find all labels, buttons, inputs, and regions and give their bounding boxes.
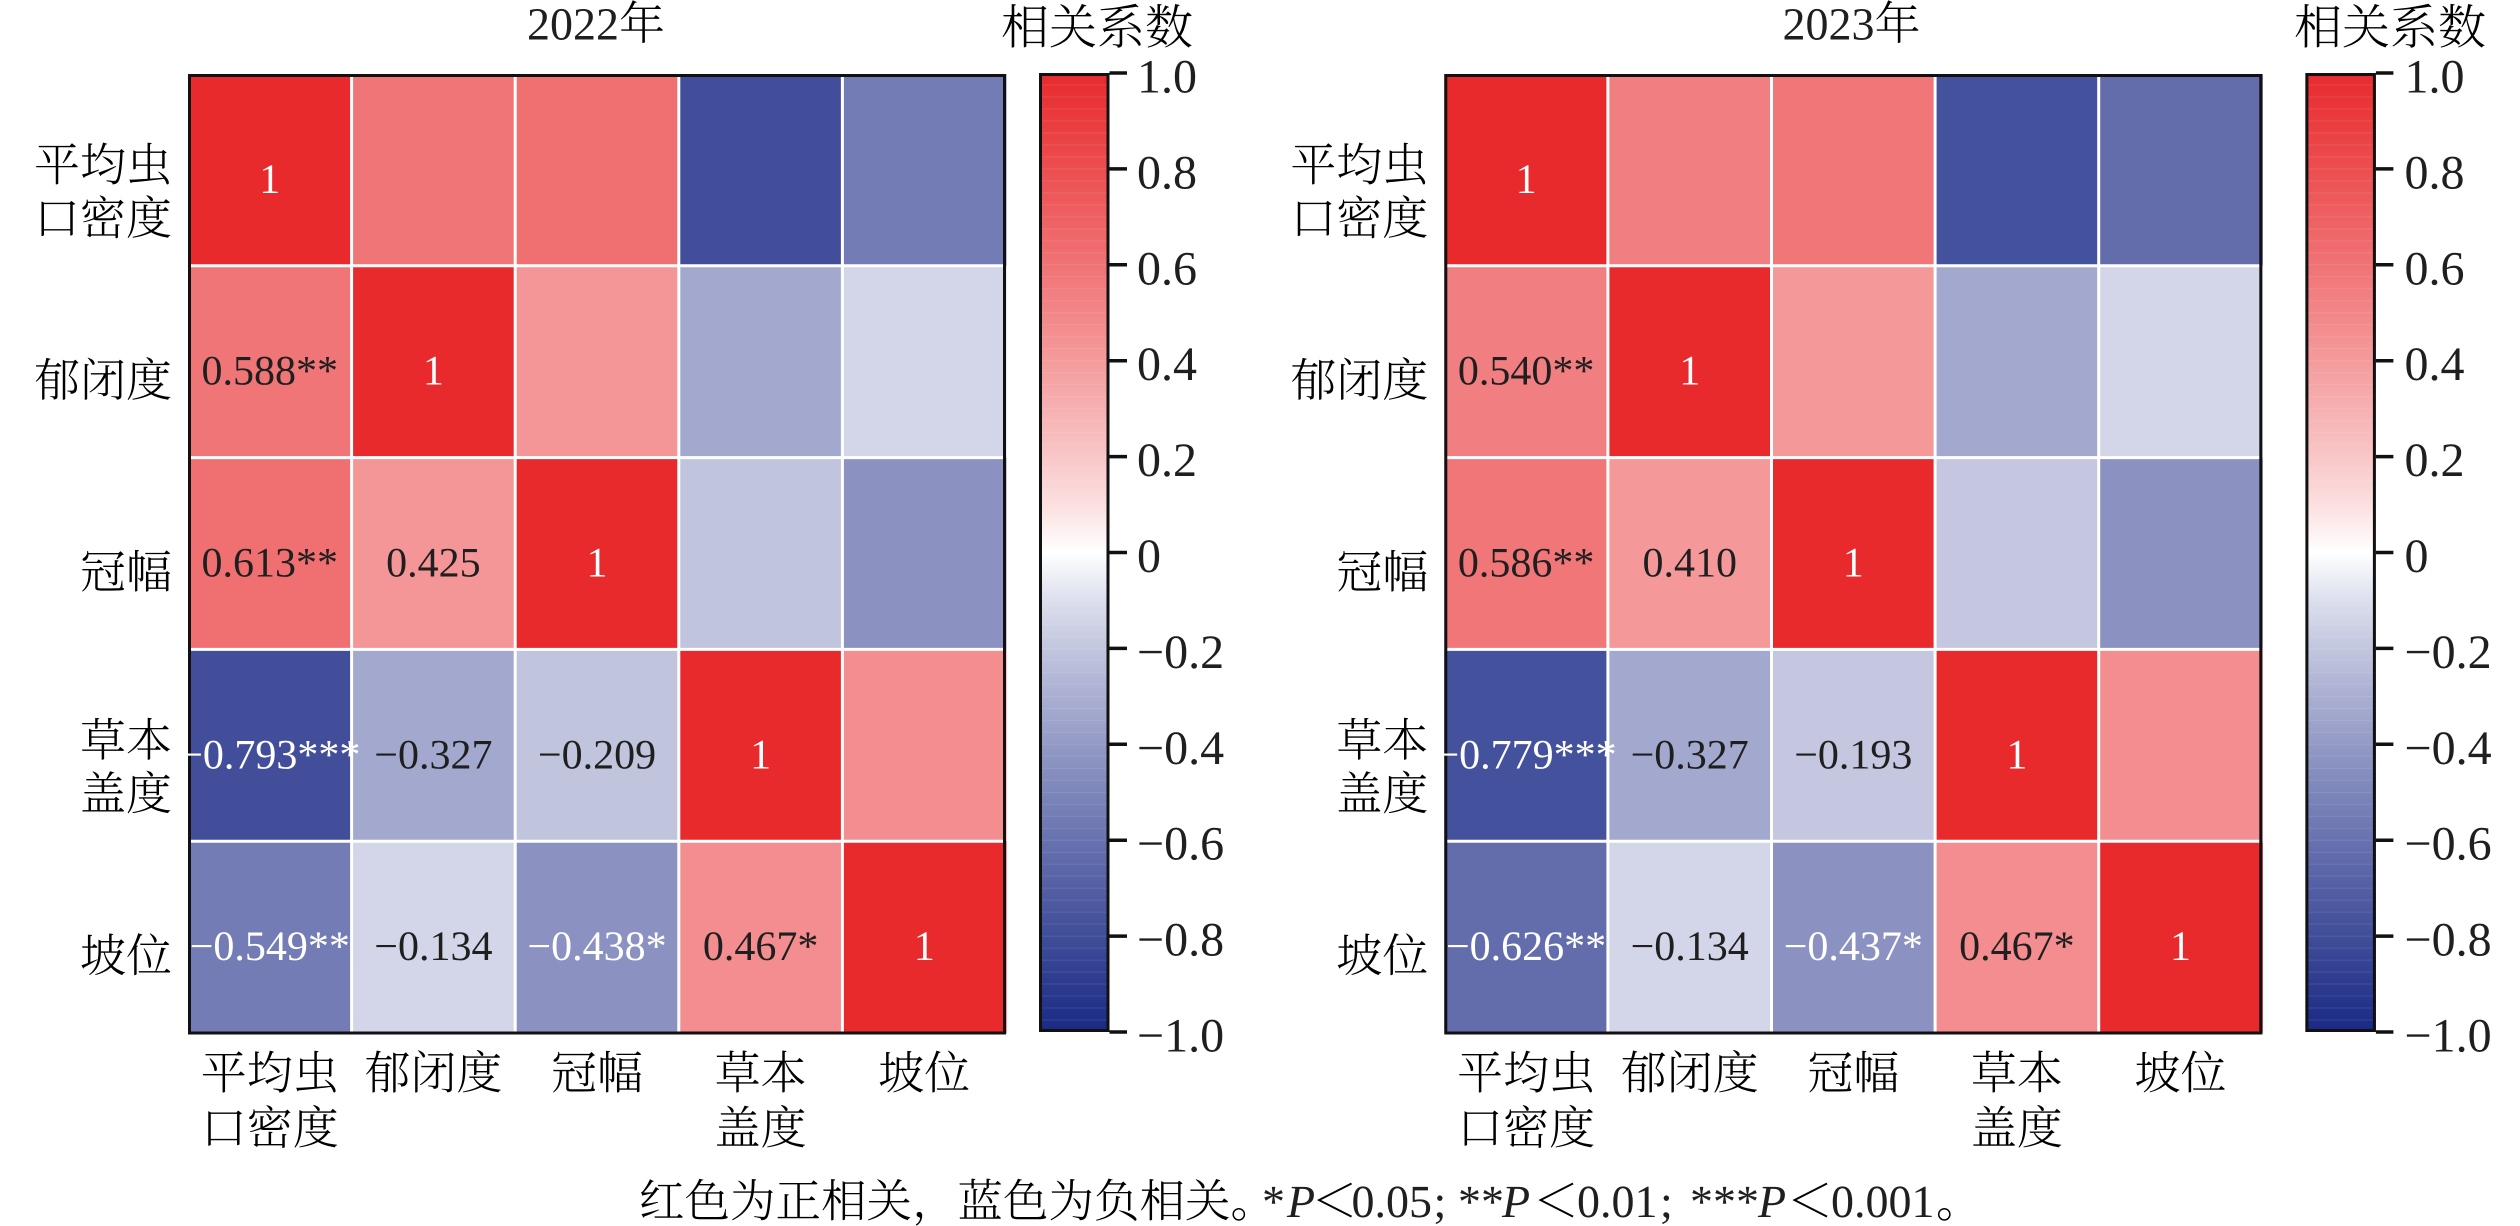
svg-text:1: 1 [1516,157,1537,203]
svg-text:;: ; [1434,1176,1447,1226]
svg-text:−0.6: −0.6 [1137,818,1224,871]
svg-text:0.01: 0.01 [1577,1176,1658,1226]
svg-text:1: 1 [2006,732,2027,778]
svg-text:−0.8: −0.8 [1137,914,1224,967]
svg-text:0.2: 0.2 [2405,434,2465,487]
svg-text:−0.438*: −0.438* [527,924,666,970]
svg-text:0.6: 0.6 [1137,242,1197,295]
svg-text:1: 1 [750,732,771,778]
svg-text:0.2: 0.2 [1137,434,1197,487]
svg-text:0.586**: 0.586** [1458,541,1595,587]
svg-text:0.410: 0.410 [1642,541,1737,587]
svg-text:2023: 2023 [1783,0,1875,50]
svg-text:−0.8: −0.8 [2405,914,2492,967]
svg-text:1: 1 [2170,924,2191,970]
svg-text:1: 1 [259,157,280,203]
svg-text:−0.779***: −0.779*** [1436,732,1617,778]
svg-text:0.467*: 0.467* [1959,924,2075,970]
svg-text:*: * [1262,1176,1285,1226]
svg-text:−0.2: −0.2 [2405,626,2492,679]
svg-text:−0.793***: −0.793*** [179,732,360,778]
svg-text:1: 1 [1679,349,1700,395]
svg-text:1: 1 [914,924,935,970]
svg-text:1: 1 [1843,541,1864,587]
svg-text:−0.626**: −0.626** [1446,924,1606,970]
svg-text:P: P [1286,1176,1315,1226]
svg-text:−0.4: −0.4 [2405,722,2492,775]
svg-text:0.001: 0.001 [1831,1176,1935,1226]
svg-text:1.0: 1.0 [1137,51,1197,104]
svg-text:0.588**: 0.588** [202,349,339,395]
svg-text:0.467*: 0.467* [703,924,819,970]
svg-text:0.425: 0.425 [386,541,481,587]
svg-text:**: ** [1458,1176,1504,1226]
svg-text:−0.134: −0.134 [1631,924,1749,970]
svg-text:0.8: 0.8 [1137,146,1197,199]
svg-text:1: 1 [423,349,444,395]
svg-text:−0.209: −0.209 [538,732,656,778]
svg-text:−0.193: −0.193 [1794,732,1912,778]
svg-text:2022: 2022 [527,0,619,50]
svg-text:1: 1 [587,541,608,587]
svg-text:0.4: 0.4 [2405,338,2465,391]
svg-text:0.05: 0.05 [1352,1176,1433,1226]
svg-text:0.8: 0.8 [2405,146,2465,199]
svg-text:−0.2: −0.2 [1137,626,1224,679]
svg-text:0: 0 [2405,530,2429,583]
svg-text:;: ; [1660,1176,1673,1226]
svg-text:−0.437*: −0.437* [1784,924,1923,970]
svg-text:0.540**: 0.540** [1458,349,1595,395]
svg-text:0.613**: 0.613** [202,541,339,587]
svg-text:−1.0: −1.0 [1137,1010,1224,1063]
svg-text:−1.0: −1.0 [2405,1010,2492,1063]
svg-text:−0.4: −0.4 [1137,722,1224,775]
svg-text:P: P [1757,1176,1786,1226]
svg-text:P: P [1501,1176,1530,1226]
svg-text:0.6: 0.6 [2405,242,2465,295]
svg-text:***: *** [1690,1176,1759,1226]
svg-text:−0.549**: −0.549** [190,924,350,970]
svg-text:−0.6: −0.6 [2405,818,2492,871]
svg-text:−0.327: −0.327 [1631,732,1749,778]
svg-text:−0.134: −0.134 [374,924,492,970]
svg-text:0.4: 0.4 [1137,338,1197,391]
svg-text:0: 0 [1137,530,1161,583]
svg-text:1.0: 1.0 [2405,51,2465,104]
svg-text:−0.327: −0.327 [374,732,492,778]
